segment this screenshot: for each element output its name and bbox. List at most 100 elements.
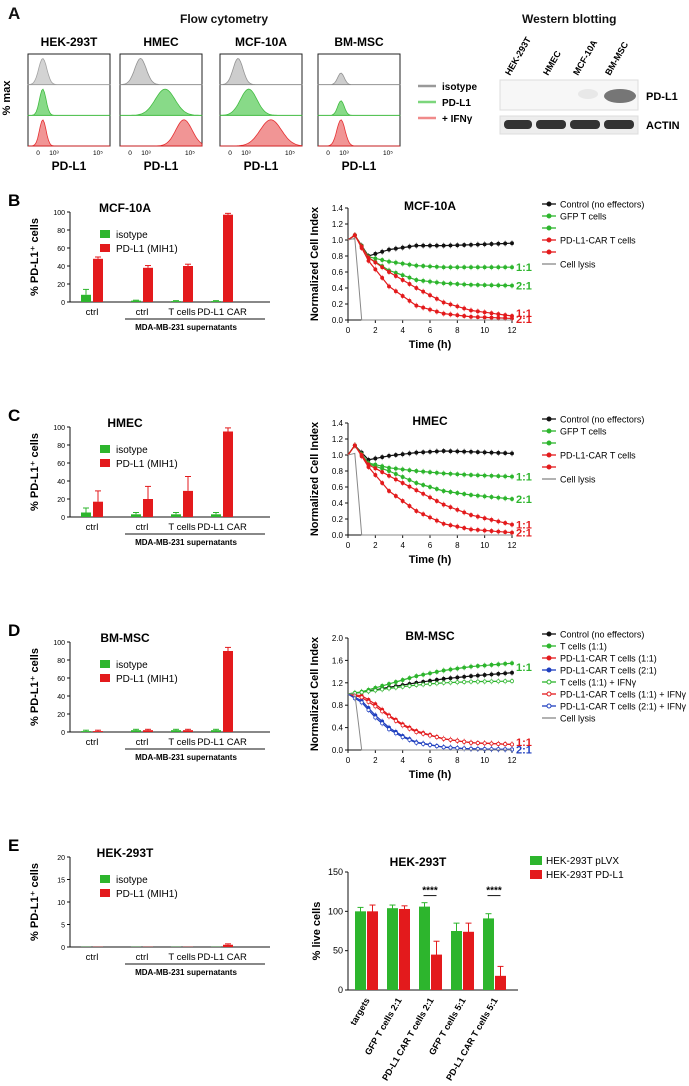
flow-cell-title: MCF-10A (235, 35, 287, 49)
series-point (469, 314, 473, 319)
line-x-tick-label: 8 (455, 541, 460, 550)
legend-ifng-label: + IFNγ (442, 114, 473, 125)
live-category-label: targets (348, 996, 372, 1027)
bar-group-label: ctrl (136, 737, 149, 748)
line-y-label: Normalized Cell Index (309, 206, 321, 321)
series-point (407, 244, 412, 249)
legend-pdl1-label: PD-L1 (MIH1) (116, 244, 178, 255)
pdl1-bar (223, 651, 233, 732)
bar-chart-title: HEK-293T (97, 846, 154, 860)
series-point (421, 731, 426, 736)
series-point (407, 737, 412, 742)
series-point (448, 281, 453, 286)
bar-y-tick-label: 100 (53, 210, 65, 217)
series-point (482, 473, 487, 478)
series-point (428, 671, 432, 676)
series-point (428, 449, 432, 454)
series-point (393, 453, 398, 457)
series-point (393, 718, 398, 723)
series-point (359, 454, 364, 459)
series-point (380, 275, 385, 280)
line-y-tick-label: 1.0 (332, 236, 344, 245)
line-x-tick-label: 0 (346, 756, 351, 765)
significance-marker: **** (486, 886, 502, 897)
pdl1-bar (223, 944, 233, 947)
series-point (482, 283, 487, 288)
series-point (448, 265, 453, 270)
live-bar (463, 931, 474, 990)
series-point (475, 741, 480, 745)
series-point (469, 265, 473, 270)
series-point (482, 741, 487, 746)
series-point (469, 674, 473, 679)
legend-marker (546, 631, 552, 637)
series-point (462, 243, 467, 247)
wb-actin-blot (499, 115, 639, 135)
series-point (407, 676, 412, 680)
bar-y-tick-label: 40 (57, 479, 65, 486)
legend-pdl1-swatch (100, 459, 110, 467)
legend-series-label: PD-L1-CAR T cells (560, 451, 636, 461)
legend-series-label: PD-L1-CAR T cells (1:1) + IFNγ (560, 690, 686, 700)
series-point (387, 270, 391, 274)
panelD-bar-chart: D BM-MSC 0 20 40 60 80 100 % PD-L1⁺ cells isotype… (8, 621, 270, 762)
series-point (489, 672, 494, 677)
series-point (496, 495, 501, 500)
isotype-bar (211, 730, 221, 732)
series-point (448, 471, 453, 476)
live-bar (387, 908, 398, 990)
series-point (475, 242, 480, 247)
series-point (510, 530, 514, 535)
flow-tick: 10⁵ (185, 150, 195, 157)
series-point (373, 267, 378, 272)
series-point (475, 315, 480, 320)
legend-marker (546, 679, 552, 685)
panel-letter: B (8, 191, 20, 210)
series-point (496, 283, 501, 288)
legend-pdl1-label: PD-L1 (MIH1) (116, 889, 178, 900)
pdl1-bar (223, 214, 233, 302)
series-point (441, 502, 446, 507)
legend-series-label: GFP T cells (560, 212, 607, 222)
wb-actin-band (570, 120, 600, 129)
series-point (387, 686, 391, 691)
line-x-tick-label: 8 (455, 756, 460, 765)
line-y-tick-label: 0.6 (332, 483, 344, 492)
legend-isotype-label: isotype (116, 660, 148, 671)
series-point (496, 450, 501, 455)
line-x-tick-label: 2 (373, 756, 378, 765)
series-point (482, 310, 487, 315)
series-point (510, 497, 514, 501)
series-point (380, 721, 385, 726)
series-point (448, 667, 453, 672)
series-point (455, 675, 460, 680)
series-point (462, 680, 467, 684)
series-point (373, 260, 378, 265)
series-point (475, 493, 480, 498)
series-point (448, 505, 453, 510)
series-point (496, 679, 501, 684)
legend-series-label: Control (no effectors) (560, 630, 644, 640)
ratio-label: 2:1 (516, 281, 532, 293)
series-point (455, 449, 460, 454)
series-point (455, 472, 460, 477)
series-point (482, 679, 487, 684)
panel-letter: C (8, 406, 20, 425)
series-point (462, 265, 467, 270)
pdl1-bar (183, 730, 193, 732)
series-line (347, 234, 512, 268)
legend-pdl1-swatch (100, 674, 110, 682)
bar-y-tick-label: 60 (57, 246, 65, 253)
live-bar (419, 906, 430, 990)
series-point (421, 278, 426, 283)
bar-y-tick-label: 80 (57, 443, 65, 450)
bar-group-label: PD-L1 CAR (197, 522, 247, 533)
series-point (387, 247, 391, 252)
ratio-label: 1:1 (516, 308, 532, 320)
cell-index-chart: BM-MSC 0.0 0.4 0.8 1.2 1.6 2.0 0 2 4 6 8 10 12 Time (h… (309, 629, 686, 781)
series-point (434, 487, 439, 491)
series-point (407, 451, 412, 456)
series-point (503, 521, 508, 525)
series-point (400, 735, 405, 740)
ratio-label: 2:1 (516, 744, 532, 756)
